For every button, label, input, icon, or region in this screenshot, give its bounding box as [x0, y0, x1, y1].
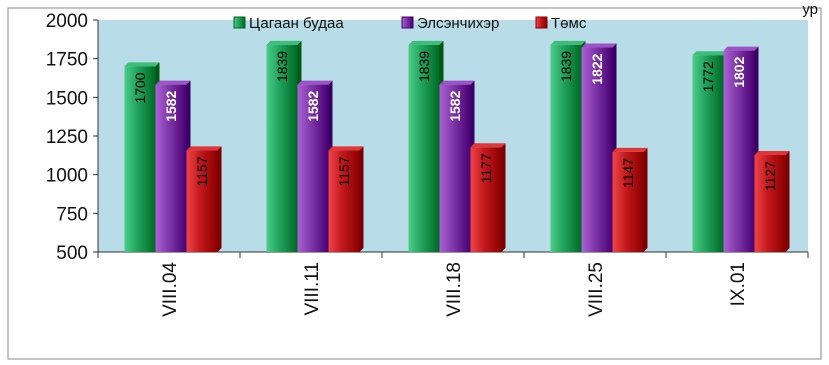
- bars: [124, 40, 790, 253]
- y-tick-label: 1250: [46, 127, 88, 148]
- x-category-label: VIII.11: [302, 262, 323, 316]
- bar: [186, 150, 218, 252]
- y-tick-label: 500: [56, 243, 88, 264]
- x-category-label: VIII.25: [586, 262, 607, 317]
- bar-top: [470, 143, 506, 148]
- legend-swatch: [233, 16, 246, 29]
- bar-top: [439, 80, 475, 85]
- bar-top: [550, 40, 586, 45]
- data-label: 1147: [620, 158, 636, 188]
- bar: [266, 44, 298, 252]
- data-label: 1802: [731, 56, 747, 87]
- data-label: 1772: [700, 61, 716, 92]
- bar: [297, 84, 329, 252]
- y-tick-label: 1500: [46, 88, 88, 109]
- y-tick-label: 750: [56, 204, 88, 225]
- bar-top: [297, 80, 333, 85]
- axes: 500 750 1000 1250 1500 1750 2000 VIII.04 VIII.11…: [46, 11, 809, 317]
- bar-side: [217, 146, 222, 252]
- data-label: 1582: [447, 90, 463, 121]
- bar: [408, 44, 440, 252]
- y-tick-label: 2000: [46, 11, 88, 32]
- x-category-label: VIII.18: [444, 262, 465, 317]
- bar: [581, 47, 613, 252]
- data-label: 1177: [478, 153, 494, 183]
- bar: [612, 151, 644, 252]
- bar-top: [723, 46, 759, 51]
- bar: [754, 155, 786, 252]
- x-category-label: IX.01: [728, 262, 749, 306]
- data-label: 1157: [194, 156, 210, 186]
- bar-top: [155, 80, 191, 85]
- bar-side: [785, 151, 790, 252]
- legend-label: Төмс: [551, 15, 587, 32]
- bar-top: [612, 147, 648, 152]
- bar: [439, 84, 471, 252]
- bar: [550, 44, 582, 252]
- legend-label: Элсэнчихэр: [417, 15, 499, 32]
- bar: [723, 50, 755, 253]
- legend-label: Цагаан будаа: [249, 15, 344, 32]
- bar-top: [186, 146, 222, 151]
- bar-side: [501, 143, 506, 252]
- data-label: 1157: [336, 156, 352, 186]
- bar-top: [581, 43, 617, 48]
- data-label: 1582: [163, 90, 179, 121]
- bar: [470, 147, 502, 252]
- data-labels: 1700 1839 1839 1839 1772 1582 1582 1582 1822 1802…: [132, 51, 778, 191]
- bar-top: [692, 51, 728, 56]
- y-tick-label: 1750: [46, 50, 88, 71]
- bar: [328, 150, 360, 252]
- legend-swatch: [535, 16, 548, 29]
- data-label: 1822: [589, 53, 605, 84]
- bar: [155, 84, 187, 252]
- bar-side: [359, 146, 364, 252]
- x-category-label: VIII.04: [160, 262, 181, 317]
- bar-top: [328, 146, 364, 151]
- y-tick-label: 1000: [46, 166, 88, 187]
- data-label: 1582: [305, 90, 321, 121]
- data-label: 1839: [274, 51, 290, 82]
- legend: Цагаан будаа Элсэнчихэр Төмс: [233, 15, 587, 32]
- bar-side: [643, 147, 648, 252]
- bar: [124, 66, 156, 253]
- data-label: 1839: [416, 51, 432, 82]
- data-label: 1700: [132, 72, 148, 103]
- data-label: 1839: [558, 51, 574, 82]
- bar: [692, 55, 724, 252]
- bar-top: [124, 62, 160, 67]
- top-right-fragment: ур: [802, 1, 818, 18]
- data-label: 1127: [762, 161, 778, 191]
- bar-top: [754, 151, 790, 156]
- legend-swatch: [401, 16, 414, 29]
- bar-top: [266, 40, 302, 45]
- bar-top: [408, 40, 444, 45]
